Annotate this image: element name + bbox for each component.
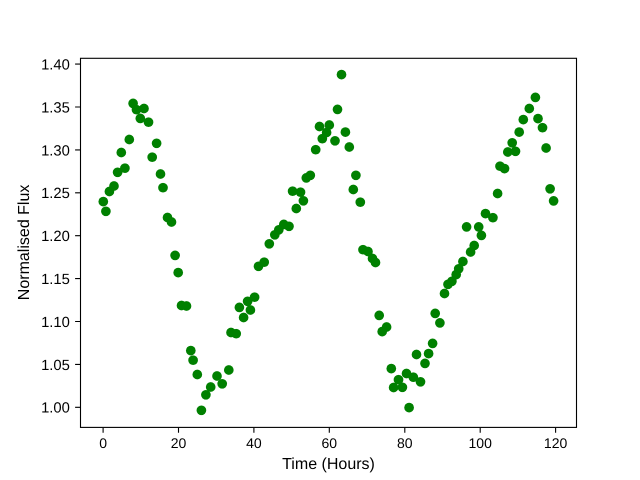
svg-text:1.10: 1.10 — [41, 315, 70, 331]
svg-text:80: 80 — [397, 435, 413, 451]
svg-text:1.15: 1.15 — [41, 272, 70, 288]
svg-text:Normalised Flux: Normalised Flux — [16, 185, 33, 301]
svg-text:60: 60 — [322, 435, 338, 451]
svg-text:Time (Hours): Time (Hours) — [282, 456, 375, 473]
svg-text:20: 20 — [171, 435, 187, 451]
svg-text:1.20: 1.20 — [41, 229, 70, 245]
svg-text:1.00: 1.00 — [41, 401, 70, 417]
svg-text:1.40: 1.40 — [41, 58, 70, 74]
svg-text:0: 0 — [99, 435, 107, 451]
svg-text:120: 120 — [544, 435, 568, 451]
svg-text:40: 40 — [246, 435, 262, 451]
svg-text:1.30: 1.30 — [41, 143, 70, 159]
svg-text:1.05: 1.05 — [41, 358, 70, 374]
svg-text:100: 100 — [469, 435, 493, 451]
svg-text:1.35: 1.35 — [41, 100, 70, 116]
svg-text:1.25: 1.25 — [41, 186, 70, 202]
